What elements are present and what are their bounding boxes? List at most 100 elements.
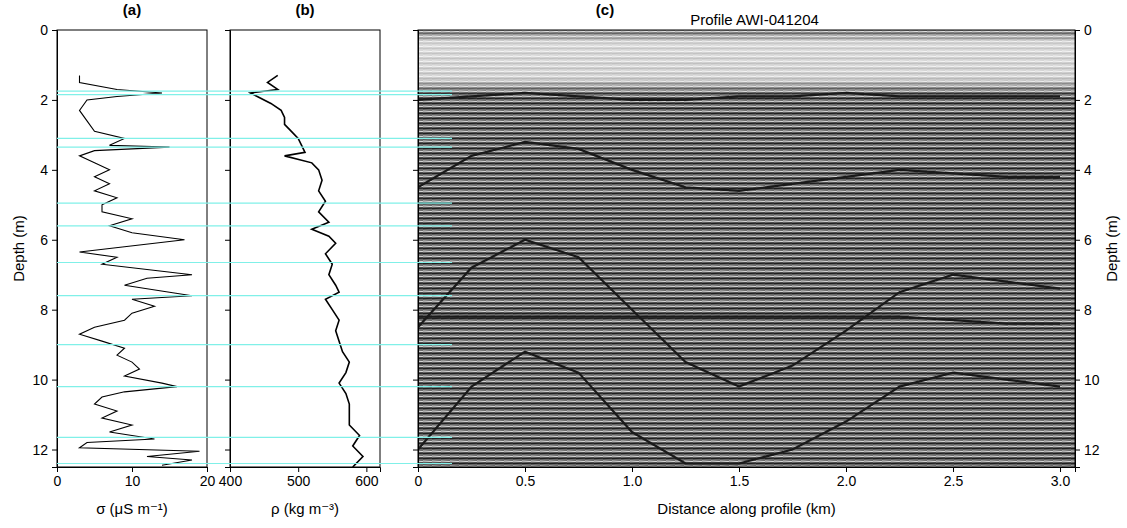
tick-mark xyxy=(739,467,740,472)
tick-label: 1.5 xyxy=(730,473,750,489)
tick: 10 xyxy=(125,467,141,489)
tick-label: 0.5 xyxy=(516,473,536,489)
tick: 10 xyxy=(1075,372,1100,388)
reflector-line xyxy=(57,437,452,438)
frame xyxy=(230,30,380,467)
tick: 8 xyxy=(1075,302,1092,318)
tick xyxy=(413,450,418,451)
tick-mark xyxy=(225,30,230,31)
x-axis-title: σ (μS m⁻¹) xyxy=(96,500,168,517)
reflector-line xyxy=(57,344,452,345)
axis-line xyxy=(58,468,208,473)
tick-label: 10 xyxy=(1084,372,1100,388)
tick xyxy=(225,240,230,241)
panel: 01020024681012(a)σ (μS m⁻¹)Depth (m) xyxy=(10,1,216,517)
tick xyxy=(225,30,230,31)
tick: 12 xyxy=(32,442,57,458)
y-axis-left xyxy=(413,31,419,468)
tick: 2 xyxy=(1075,92,1092,108)
tick: 1.5 xyxy=(730,467,750,489)
profile xyxy=(250,75,362,467)
reflector-line xyxy=(57,91,452,92)
tick: 12 xyxy=(1075,442,1100,458)
tick-label: 4 xyxy=(1084,162,1092,178)
tick-mark xyxy=(525,467,526,472)
profile-line xyxy=(80,75,200,465)
tick-label: 4 xyxy=(40,162,48,178)
tick: 2 xyxy=(40,92,57,108)
tick: 10 xyxy=(32,372,57,388)
tick-label: 6 xyxy=(40,232,48,248)
y-axis: 0 2 4 6 8 10 12 xyxy=(32,22,57,468)
tick: 2.5 xyxy=(944,467,964,489)
x-axis-title: ρ (kg m⁻³) xyxy=(271,500,339,517)
tick-mark xyxy=(225,310,230,311)
tick-mark xyxy=(52,170,57,171)
reflector-line xyxy=(57,147,452,148)
tick-mark xyxy=(1075,100,1080,101)
tick-mark xyxy=(1075,450,1080,451)
tick-label: 2.0 xyxy=(837,473,857,489)
tick-mark xyxy=(1075,310,1080,311)
tick-mark xyxy=(413,380,418,381)
tick-label: 10 xyxy=(125,473,141,489)
axis-line xyxy=(225,31,231,468)
tick xyxy=(225,310,230,311)
reflector-line xyxy=(57,225,452,226)
tick-mark xyxy=(52,240,57,241)
tick xyxy=(225,380,230,381)
panel: 00.51.01.52.02.53.0024681012(c)Profile A… xyxy=(413,1,1120,517)
tick: 2.0 xyxy=(837,467,857,489)
tick: 4 xyxy=(1075,162,1092,178)
reflector-line xyxy=(57,463,452,464)
x-axis-title: Distance along profile (km) xyxy=(657,500,835,517)
panel: 400500600(b)ρ (kg m⁻³) xyxy=(219,1,381,517)
tick-label: 2 xyxy=(40,92,48,108)
tick-mark xyxy=(52,100,57,101)
panel-label: (c) xyxy=(596,1,614,18)
tick-mark xyxy=(632,467,633,472)
tick xyxy=(413,30,418,31)
tick-label: 0 xyxy=(40,22,48,38)
tick-mark xyxy=(52,450,57,451)
tick xyxy=(413,240,418,241)
tick-label: 8 xyxy=(1084,302,1092,318)
tick-label: 20 xyxy=(200,473,216,489)
tick-mark xyxy=(1060,467,1061,472)
y-axis: 024681012 xyxy=(1075,22,1100,468)
tick-mark xyxy=(1075,380,1080,381)
tick xyxy=(413,170,418,171)
axis-line xyxy=(231,468,381,473)
tick-mark xyxy=(1075,170,1080,171)
tick xyxy=(225,450,230,451)
tick-mark xyxy=(225,100,230,101)
horizon xyxy=(418,93,1060,100)
frame xyxy=(57,30,207,467)
title: Profile AWI-041204 xyxy=(690,11,819,28)
tick-label: 3.0 xyxy=(1051,473,1071,489)
y-axis xyxy=(225,31,231,468)
axis-line xyxy=(1076,31,1081,468)
profile xyxy=(80,75,200,465)
x-axis: 400500600 xyxy=(219,467,381,489)
tick-label: 400 xyxy=(219,473,243,489)
tick-mark xyxy=(953,467,954,472)
tick: 8 xyxy=(40,302,57,318)
radargram-shade xyxy=(418,30,1075,467)
reflectors xyxy=(57,91,452,463)
tick-label: 8 xyxy=(40,302,48,318)
y-axis-title: Depth (m) xyxy=(1103,215,1120,282)
tick-label: 10 xyxy=(32,372,48,388)
tick-label: 2.5 xyxy=(944,473,964,489)
horizon xyxy=(418,317,1060,324)
tick-mark xyxy=(413,310,418,311)
tick-mark xyxy=(413,30,418,31)
reflector-line xyxy=(57,138,452,139)
tick-mark xyxy=(1075,240,1080,241)
tick-label: 600 xyxy=(355,473,379,489)
axis-line xyxy=(413,31,419,468)
tick: 600 xyxy=(355,467,379,489)
tick-label: 12 xyxy=(32,442,48,458)
tick-label: 0 xyxy=(1084,22,1092,38)
axis-line xyxy=(52,31,58,468)
